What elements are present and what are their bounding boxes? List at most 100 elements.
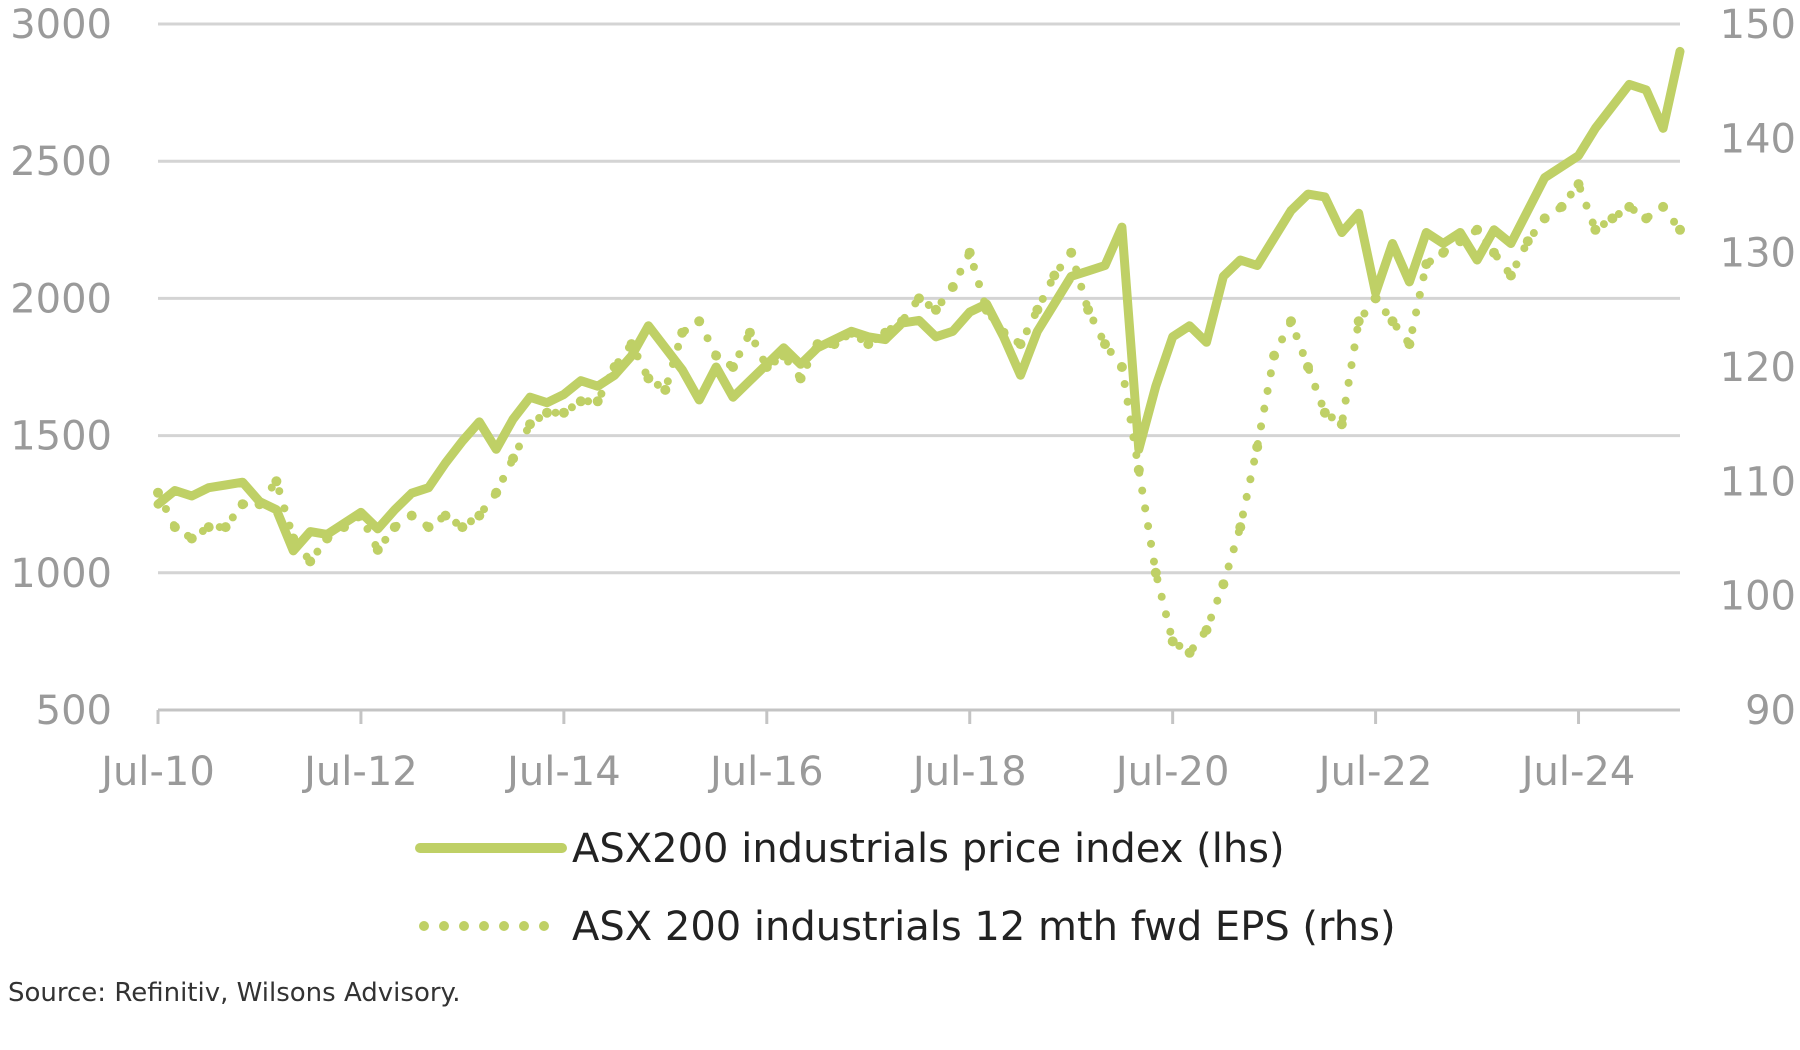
eps-point [1489, 247, 1499, 258]
eps-point [1066, 247, 1077, 258]
eps-point [1404, 339, 1415, 350]
eps-point [880, 327, 891, 338]
eps-point [812, 339, 823, 350]
eps-point [1675, 224, 1685, 235]
eps-point [220, 522, 231, 533]
eps-point [558, 407, 569, 418]
eps-point [761, 362, 772, 372]
eps-point [1336, 419, 1347, 430]
y-left-tick-label: 2500 [10, 139, 112, 185]
legend: ASX200 industrials price index (lhs) ASX… [415, 826, 1396, 950]
eps-dotted-line [154, 175, 1684, 659]
eps-point [1573, 179, 1584, 190]
eps-point [186, 533, 197, 544]
eps-point [1083, 304, 1094, 315]
eps-point [525, 419, 535, 430]
eps-point [1150, 567, 1161, 578]
eps-point [863, 339, 874, 350]
legend-label-eps: ASX 200 industrials 12 mth fwd EPS (rhs) [572, 904, 1396, 950]
eps-point [1641, 213, 1652, 224]
eps-point [305, 556, 316, 567]
x-tick-label: Jul-14 [504, 749, 621, 795]
eps-point [609, 362, 620, 372]
y-left-tick-label: 1000 [10, 551, 112, 597]
eps-point [508, 453, 519, 464]
eps-point [981, 304, 992, 315]
eps-point [1590, 224, 1601, 235]
eps-point [694, 316, 705, 327]
eps-point [440, 510, 451, 521]
eps-point [288, 533, 299, 544]
eps-point [1269, 350, 1280, 361]
y-right-tick-label: 130 [1720, 231, 1796, 277]
eps-point [1539, 213, 1550, 224]
eps-point [660, 384, 671, 395]
y-right-tick-label: 120 [1720, 345, 1796, 391]
price-index-line [153, 46, 1685, 556]
y-right-tick-label: 150 [1720, 2, 1796, 48]
eps-point [1387, 316, 1398, 327]
eps-point [1032, 304, 1043, 315]
eps-point [897, 316, 908, 327]
eps-point [728, 362, 738, 372]
eps-point [846, 327, 857, 338]
eps-point [1522, 236, 1533, 247]
series-price-index [153, 46, 1685, 556]
eps-point [457, 522, 468, 533]
x-tick-label: Jul-20 [1113, 749, 1230, 795]
eps-point [491, 487, 502, 498]
y-left-tick-label: 1500 [10, 414, 112, 460]
eps-point [1252, 442, 1263, 452]
y-axis-left: 500 1000 1500 2000 2500 3000 [10, 2, 112, 734]
eps-point [1438, 247, 1449, 258]
x-tick-label: Jul-16 [707, 749, 824, 795]
eps-point [1015, 339, 1026, 350]
eps-point [389, 522, 400, 533]
eps-point [406, 510, 417, 521]
eps-point [1303, 362, 1313, 372]
eps-point [998, 327, 1009, 338]
eps-point [947, 282, 958, 292]
eps-point [1235, 522, 1246, 533]
eps-point [542, 407, 552, 418]
eps-point [626, 339, 637, 350]
y-right-tick-label: 90 [1745, 688, 1796, 734]
eps-point [930, 304, 941, 315]
source-note: Source: Refinitiv, Wilsons Advisory. [8, 978, 461, 1008]
eps-point [1607, 213, 1618, 224]
x-axis: Jul-10 Jul-12 Jul-14 Jul-16 Jul-18 Jul-20 Jul-… [98, 708, 1680, 795]
eps-point [271, 476, 282, 487]
eps-point [1505, 270, 1516, 281]
eps-point [1353, 316, 1364, 327]
eps-point [1201, 625, 1212, 635]
eps-point [474, 510, 485, 521]
eps-point [1658, 201, 1669, 212]
eps-point [237, 499, 248, 510]
y-left-tick-label: 3000 [10, 2, 112, 48]
eps-point [1455, 236, 1466, 247]
y-left-tick-label: 500 [36, 688, 112, 734]
eps-point [1133, 464, 1144, 475]
eps-point [964, 247, 975, 258]
eps-point [1100, 339, 1110, 350]
x-tick-label: Jul-10 [98, 749, 215, 795]
eps-point [423, 522, 434, 533]
eps-point [1319, 407, 1330, 418]
eps-point [1184, 647, 1195, 658]
eps-point [153, 487, 163, 498]
x-tick-label: Jul-24 [1519, 749, 1636, 795]
eps-point [677, 327, 688, 338]
eps-point [744, 327, 755, 338]
y-left-tick-label: 2000 [10, 276, 112, 322]
eps-point [322, 533, 333, 544]
x-tick-label: Jul-12 [301, 749, 418, 795]
eps-point [1049, 270, 1060, 281]
eps-point [1286, 316, 1296, 327]
eps-point [711, 350, 722, 361]
eps-point [795, 373, 806, 384]
eps-point [643, 373, 654, 384]
y-right-tick-label: 140 [1720, 116, 1796, 162]
eps-point [778, 350, 789, 361]
eps-point [1624, 201, 1635, 212]
